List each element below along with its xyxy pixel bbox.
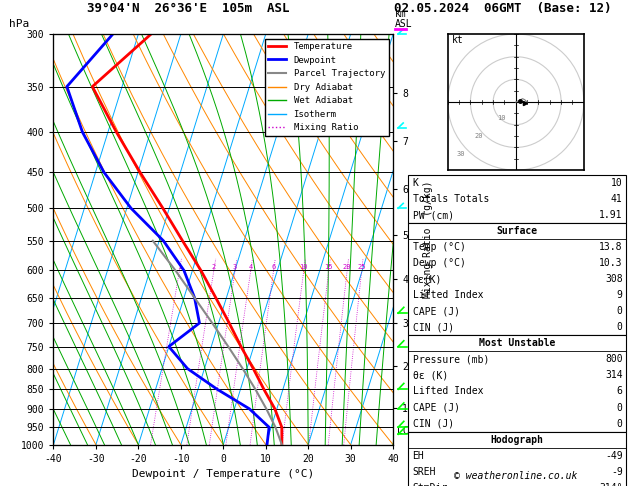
Text: 6: 6 xyxy=(617,386,623,397)
Text: Most Unstable: Most Unstable xyxy=(479,338,555,348)
X-axis label: Dewpoint / Temperature (°C): Dewpoint / Temperature (°C) xyxy=(132,469,314,479)
Text: 6: 6 xyxy=(272,264,276,270)
Text: Totals Totals: Totals Totals xyxy=(413,194,489,204)
Text: 39°04'N  26°36'E  105m  ASL: 39°04'N 26°36'E 105m ASL xyxy=(87,1,290,15)
Text: 3: 3 xyxy=(233,264,237,270)
Text: 30: 30 xyxy=(457,152,465,157)
Text: Surface: Surface xyxy=(496,226,537,236)
Text: 25: 25 xyxy=(357,264,366,270)
Text: CIN (J): CIN (J) xyxy=(413,322,454,332)
Text: CAPE (J): CAPE (J) xyxy=(413,402,460,413)
Text: Lifted Index: Lifted Index xyxy=(413,290,483,300)
Text: Mixing Ratio  (g/kg): Mixing Ratio (g/kg) xyxy=(423,181,433,298)
Text: 9: 9 xyxy=(617,290,623,300)
Text: km
ASL: km ASL xyxy=(394,9,412,29)
Text: 0: 0 xyxy=(617,418,623,429)
Text: Pressure (mb): Pressure (mb) xyxy=(413,354,489,364)
Text: 10: 10 xyxy=(611,178,623,188)
Text: 0: 0 xyxy=(617,322,623,332)
Text: 13.8: 13.8 xyxy=(599,242,623,252)
Text: CAPE (J): CAPE (J) xyxy=(413,306,460,316)
Legend: Temperature, Dewpoint, Parcel Trajectory, Dry Adiabat, Wet Adiabat, Isotherm, Mi: Temperature, Dewpoint, Parcel Trajectory… xyxy=(265,38,389,136)
Text: © weatheronline.co.uk: © weatheronline.co.uk xyxy=(454,471,577,481)
Text: StmDir: StmDir xyxy=(413,483,448,486)
Text: 1.91: 1.91 xyxy=(599,210,623,220)
Text: 10.3: 10.3 xyxy=(599,258,623,268)
Text: 41: 41 xyxy=(611,194,623,204)
Text: 10: 10 xyxy=(498,115,506,121)
Text: 314°: 314° xyxy=(599,483,623,486)
Text: θε(K): θε(K) xyxy=(413,274,442,284)
Text: 10: 10 xyxy=(299,264,308,270)
Text: -49: -49 xyxy=(605,451,623,461)
Text: 2: 2 xyxy=(212,264,216,270)
Text: 800: 800 xyxy=(605,354,623,364)
Text: 20: 20 xyxy=(343,264,352,270)
Text: 4: 4 xyxy=(248,264,253,270)
Text: 1: 1 xyxy=(177,264,182,270)
Text: kt: kt xyxy=(452,35,464,45)
Text: SREH: SREH xyxy=(413,467,436,477)
Text: 308: 308 xyxy=(605,274,623,284)
Text: 02.05.2024  06GMT  (Base: 12): 02.05.2024 06GMT (Base: 12) xyxy=(394,1,612,15)
Text: hPa: hPa xyxy=(9,19,30,29)
Text: Dewp (°C): Dewp (°C) xyxy=(413,258,465,268)
Text: 0: 0 xyxy=(617,402,623,413)
Text: K: K xyxy=(413,178,418,188)
Text: EH: EH xyxy=(413,451,425,461)
Text: Lifted Index: Lifted Index xyxy=(413,386,483,397)
Text: PW (cm): PW (cm) xyxy=(413,210,454,220)
Text: Temp (°C): Temp (°C) xyxy=(413,242,465,252)
Text: 314: 314 xyxy=(605,370,623,381)
Text: Hodograph: Hodograph xyxy=(490,434,543,445)
Text: 20: 20 xyxy=(475,133,484,139)
Text: -9: -9 xyxy=(611,467,623,477)
Text: θε (K): θε (K) xyxy=(413,370,448,381)
Text: CIN (J): CIN (J) xyxy=(413,418,454,429)
Text: 15: 15 xyxy=(325,264,333,270)
Text: 0: 0 xyxy=(617,306,623,316)
Text: LCL: LCL xyxy=(398,426,415,436)
